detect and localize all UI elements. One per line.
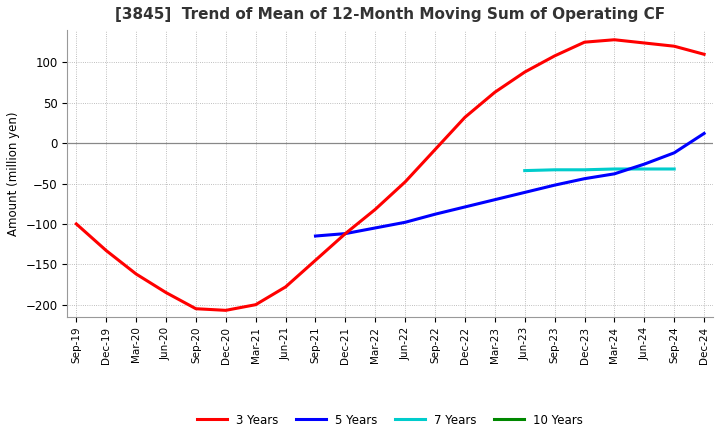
7 Years: [640, 166, 649, 172]
5 Years: [610, 171, 618, 176]
5 Years: [550, 183, 559, 188]
7 Years: [670, 166, 678, 172]
Legend: 3 Years, 5 Years, 7 Years, 10 Years: 3 Years, 5 Years, 7 Years, 10 Years: [192, 409, 588, 431]
Y-axis label: Amount (million yen): Amount (million yen): [7, 111, 20, 236]
3 Years: [102, 248, 111, 253]
3 Years: [222, 308, 230, 313]
5 Years: [640, 161, 649, 167]
3 Years: [431, 147, 439, 152]
Line: 5 Years: 5 Years: [315, 133, 704, 236]
Line: 7 Years: 7 Years: [525, 169, 674, 171]
3 Years: [282, 284, 290, 290]
7 Years: [521, 168, 529, 173]
5 Years: [670, 150, 678, 155]
3 Years: [371, 207, 379, 212]
3 Years: [401, 179, 410, 184]
3 Years: [192, 306, 200, 312]
3 Years: [162, 290, 171, 295]
5 Years: [461, 204, 469, 209]
3 Years: [132, 271, 140, 277]
7 Years: [580, 167, 589, 172]
5 Years: [521, 190, 529, 195]
5 Years: [311, 233, 320, 238]
5 Years: [401, 220, 410, 225]
3 Years: [670, 44, 678, 49]
3 Years: [521, 70, 529, 75]
3 Years: [341, 231, 350, 236]
5 Years: [490, 197, 499, 202]
3 Years: [490, 90, 499, 95]
7 Years: [610, 166, 618, 172]
5 Years: [341, 231, 350, 236]
Line: 3 Years: 3 Years: [76, 40, 704, 310]
3 Years: [610, 37, 618, 42]
5 Years: [371, 225, 379, 231]
3 Years: [311, 257, 320, 263]
5 Years: [700, 131, 708, 136]
5 Years: [580, 176, 589, 181]
3 Years: [72, 221, 81, 227]
3 Years: [700, 51, 708, 57]
7 Years: [550, 167, 559, 172]
3 Years: [251, 302, 260, 307]
3 Years: [580, 40, 589, 45]
5 Years: [431, 212, 439, 217]
3 Years: [640, 40, 649, 46]
3 Years: [550, 53, 559, 59]
Title: [3845]  Trend of Mean of 12-Month Moving Sum of Operating CF: [3845] Trend of Mean of 12-Month Moving …: [115, 7, 665, 22]
3 Years: [461, 115, 469, 120]
